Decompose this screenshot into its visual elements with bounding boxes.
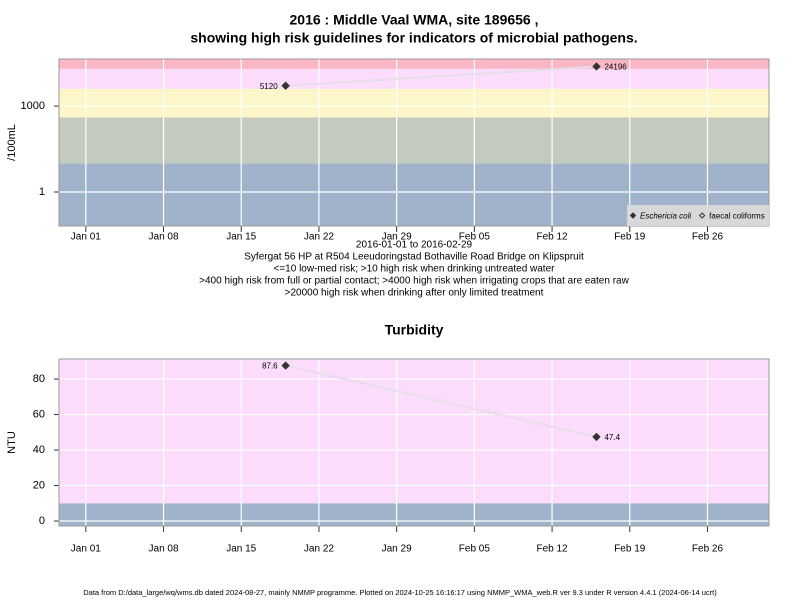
risk-band	[59, 68, 769, 89]
x-tick-label: Feb 19	[614, 232, 646, 243]
x-axis-note: 2016-01-01 to 2016-02-29	[356, 240, 473, 251]
x-tick-label: Jan 22	[304, 544, 334, 555]
y-tick-label: 40	[33, 444, 45, 456]
y-tick-label: 80	[33, 373, 45, 385]
data-point	[281, 361, 290, 370]
value-label: 24196	[604, 63, 627, 72]
x-axis-note: >20000 high risk when drinking after onl…	[285, 288, 544, 299]
x-tick-label: Jan 29	[382, 544, 412, 555]
data-point	[592, 432, 601, 442]
x-tick-label: Feb 05	[459, 232, 491, 243]
chart-title: Turbidity	[385, 322, 444, 338]
x-tick-label: Feb 26	[692, 232, 724, 243]
x-tick-label: Jan 22	[304, 232, 334, 243]
footer: Data from D:/data_large/wq/wms.db dated …	[83, 588, 717, 597]
x-tick-label: Feb 19	[614, 544, 646, 555]
plot-frame	[58, 358, 770, 527]
legend-marker	[698, 212, 706, 219]
series-line	[285, 65, 597, 87]
value-label: 87.6	[262, 362, 278, 371]
x-tick-label: Feb 26	[692, 544, 724, 555]
series-line	[285, 364, 597, 438]
x-tick-label: Feb 05	[459, 544, 491, 555]
x-tick-label: Jan 29	[382, 232, 412, 243]
value-label: 47.4	[604, 433, 620, 442]
risk-band	[59, 59, 769, 69]
x-tick-label: Jan 01	[71, 232, 101, 243]
legend-marker	[629, 212, 637, 219]
x-tick-label: Jan 08	[149, 232, 179, 243]
x-tick-label: Jan 01	[71, 544, 101, 555]
x-tick-label: Jan 15	[226, 544, 256, 555]
risk-band	[59, 503, 769, 526]
y-tick-label: 1000	[21, 100, 45, 112]
y-axis-label: NTU	[6, 431, 18, 454]
data-point	[281, 81, 290, 90]
value-label: 5120	[260, 82, 278, 91]
data-point	[592, 62, 601, 71]
y-tick-label: 0	[39, 515, 45, 527]
plot-frame	[58, 58, 770, 227]
x-axis-note: Syfergat 56 HP at R504 Leeudoringstad Bo…	[244, 252, 584, 263]
x-tick-label: Jan 15	[226, 232, 256, 243]
chart-title: showing high risk guidelines for indicat…	[190, 30, 637, 46]
y-tick-label: 60	[33, 408, 45, 420]
x-axis-note: <=10 low-med risk; >10 high risk when dr…	[274, 264, 556, 275]
y-tick-label: 1	[39, 186, 45, 198]
risk-band	[59, 88, 769, 118]
y-tick-label: 20	[33, 479, 45, 491]
x-axis-note: >400 high risk from full or partial cont…	[199, 276, 629, 287]
risk-band	[59, 117, 769, 164]
y-axis-label: /100mL	[6, 124, 18, 161]
chart-title: 2016 : Middle Vaal WMA, site 189656 ,	[290, 12, 539, 28]
legend-box	[627, 205, 769, 226]
risk-band	[59, 359, 769, 504]
x-tick-label: Feb 12	[536, 544, 568, 555]
x-tick-label: Feb 12	[536, 232, 568, 243]
x-tick-label: Jan 08	[149, 544, 179, 555]
legend-label: Eschericia coli	[640, 212, 691, 221]
legend-label: faecal coliforms	[709, 212, 765, 221]
